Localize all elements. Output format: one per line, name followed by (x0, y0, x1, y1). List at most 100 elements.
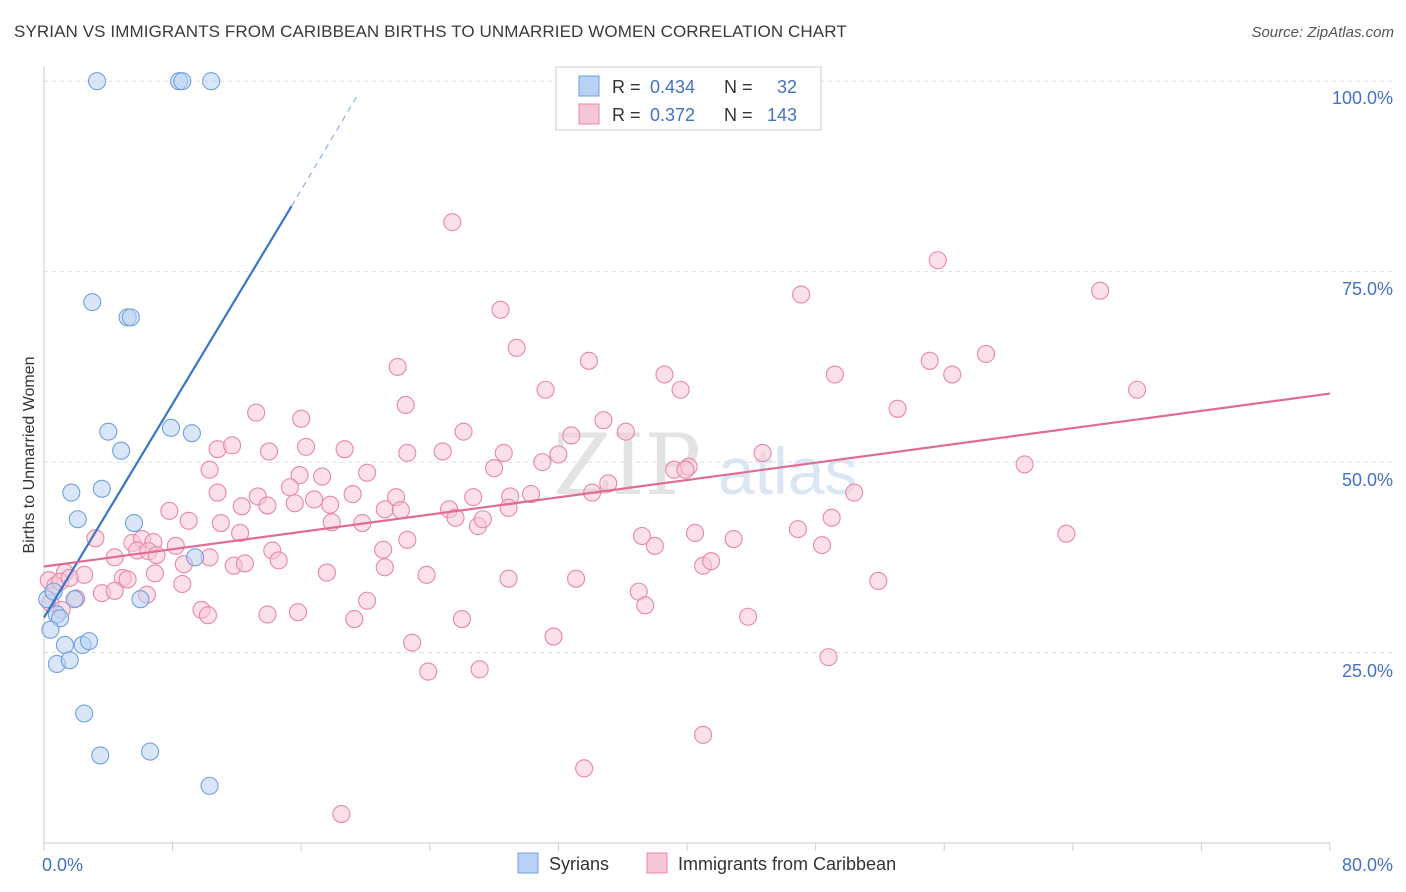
data-points (38, 72, 1147, 824)
data-point (398, 443, 417, 463)
data-point (845, 483, 864, 502)
trend-line-syrians-extension (291, 92, 360, 207)
data-point (869, 571, 888, 591)
data-point (888, 399, 907, 418)
source-label: Source: ZipAtlas.com (1251, 24, 1394, 41)
data-point (632, 526, 652, 546)
data-point (499, 569, 518, 588)
data-point (491, 300, 510, 319)
data-point (575, 759, 594, 778)
data-point (223, 436, 242, 455)
data-point (99, 422, 118, 441)
data-point (112, 441, 131, 460)
data-point (473, 510, 492, 529)
data-point (200, 460, 219, 479)
data-point (753, 443, 772, 463)
legend-r-value: 0.434 (650, 77, 695, 97)
data-point (724, 530, 743, 549)
data-point (433, 442, 452, 461)
data-point (83, 293, 102, 312)
data-point (1091, 281, 1110, 300)
data-point (976, 344, 996, 363)
data-point (232, 497, 251, 516)
data-point (943, 365, 962, 384)
data-point (819, 648, 838, 667)
legend-n-label: N = (724, 105, 753, 125)
data-point (655, 365, 674, 384)
data-point (105, 581, 124, 600)
data-point (161, 418, 181, 437)
data-point (417, 565, 436, 584)
data-point (522, 485, 541, 504)
data-point (636, 596, 655, 615)
data-point (91, 746, 110, 765)
data-point (160, 501, 179, 520)
data-point (358, 463, 377, 482)
data-point (822, 508, 841, 527)
data-point (452, 609, 472, 629)
data-point (443, 213, 462, 232)
data-point (313, 467, 332, 486)
data-point (208, 483, 227, 502)
legend-n-label: N = (724, 77, 753, 97)
y-tick-label: 75.0% (1342, 279, 1393, 299)
data-point (812, 536, 832, 555)
data-point (499, 498, 518, 517)
data-point (332, 805, 351, 824)
data-point (186, 548, 205, 567)
data-point (65, 590, 84, 609)
data-point (145, 564, 164, 583)
legend-swatch-syrians (517, 852, 539, 874)
data-point (231, 523, 250, 543)
data-point (470, 660, 489, 679)
data-point (292, 409, 311, 428)
data-point (825, 365, 844, 384)
x-tick-label: 80.0% (1342, 855, 1393, 875)
data-point (198, 606, 218, 625)
data-point (41, 620, 60, 639)
data-point (579, 351, 598, 370)
data-point (182, 424, 201, 443)
data-point (200, 776, 219, 795)
data-point (739, 607, 758, 626)
data-point (147, 546, 166, 565)
data-point (166, 536, 185, 555)
data-point (599, 474, 618, 493)
data-point (396, 395, 415, 415)
data-point (702, 552, 721, 571)
data-point (375, 500, 394, 519)
y-tick-label: 25.0% (1342, 661, 1393, 681)
data-point (258, 605, 277, 624)
data-point (92, 479, 111, 498)
trend-line-syrians (43, 205, 293, 619)
data-point (788, 520, 807, 539)
legend-box (555, 66, 822, 131)
data-point (375, 558, 394, 577)
data-point (1128, 380, 1147, 399)
legend-r-label: R = (612, 105, 641, 125)
data-point (343, 485, 362, 504)
data-point (485, 459, 504, 478)
legend-label-caribbean: Immigrants from Caribbean (678, 854, 896, 874)
data-point (269, 551, 288, 570)
legend-n-value: 143 (767, 105, 797, 125)
data-point (616, 422, 635, 441)
data-point (562, 426, 581, 445)
data-point (211, 514, 230, 533)
data-point (141, 742, 160, 761)
data-point (259, 442, 279, 461)
data-point (258, 496, 277, 515)
data-point (567, 569, 586, 588)
data-point (317, 563, 336, 582)
data-point (173, 72, 192, 91)
data-point (671, 380, 690, 399)
data-point (507, 338, 526, 357)
data-point (446, 508, 465, 527)
data-point (55, 635, 74, 654)
data-point (79, 632, 99, 651)
y-tick-label: 100.0% (1332, 88, 1393, 108)
data-point (121, 308, 140, 327)
data-point (928, 251, 947, 270)
data-point (454, 422, 473, 441)
